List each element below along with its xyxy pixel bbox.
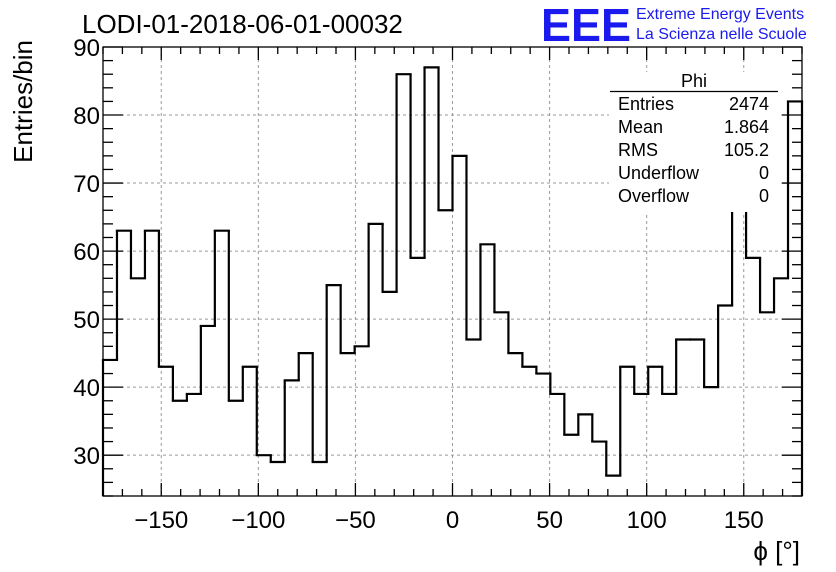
stats-box: Phi Entries 2474 Mean 1.864 RMS 105.2 Underflo… [609, 71, 779, 212]
stats-label: Underflow [618, 163, 700, 183]
y-tick-label: 60 [73, 239, 100, 266]
stats-value: 2474 [729, 94, 769, 114]
stats-value: 0 [759, 163, 769, 183]
eee-logo-mark: EEE [541, 0, 631, 51]
stats-value: 1.864 [724, 117, 769, 137]
y-axis-label: Entries/bin [8, 40, 38, 163]
stats-label: RMS [618, 140, 658, 160]
stats-value: 105.2 [724, 140, 769, 160]
axis-ticks [102, 46, 803, 497]
y-tick-label: 70 [73, 171, 100, 198]
stats-value: 0 [759, 186, 769, 206]
x-tick-label: 100 [627, 507, 667, 534]
x-tick-label: 50 [536, 507, 563, 534]
chart-title: LODI-01-2018-06-01-00032 [82, 9, 403, 39]
logo-line-2: La Scienza nelle Scuole [636, 26, 807, 43]
x-tick-labels: −150 −100 −50 0 50 100 150 [134, 507, 764, 534]
y-tick-labels: 30 40 50 60 70 80 90 [73, 35, 100, 470]
stats-label: Entries [618, 94, 674, 114]
y-tick-label: 30 [73, 443, 100, 470]
stats-label: Mean [618, 117, 663, 137]
x-tick-label: −150 [134, 507, 188, 534]
x-axis-label: ϕ [°] [753, 536, 800, 566]
eee-logo: EEE Extreme Energy Events La Scienza nel… [541, 0, 807, 51]
x-tick-label: 0 [446, 507, 459, 534]
x-tick-label: −50 [335, 507, 376, 534]
x-tick-label: −100 [231, 507, 285, 534]
stats-label: Overflow [618, 186, 690, 206]
histogram [101, 66, 804, 496]
stats-title: Phi [681, 71, 707, 91]
stats-rows: Entries 2474 Mean 1.864 RMS 105.2 Underflow 0 Ov… [618, 94, 769, 206]
x-tick-label: 150 [724, 507, 764, 534]
logo-line-1: Extreme Energy Events [636, 6, 804, 23]
y-tick-label: 90 [73, 35, 100, 62]
y-tick-label: 80 [73, 103, 100, 130]
y-tick-label: 40 [73, 375, 100, 402]
stats-box-background [609, 72, 779, 212]
y-tick-label: 50 [73, 307, 100, 334]
